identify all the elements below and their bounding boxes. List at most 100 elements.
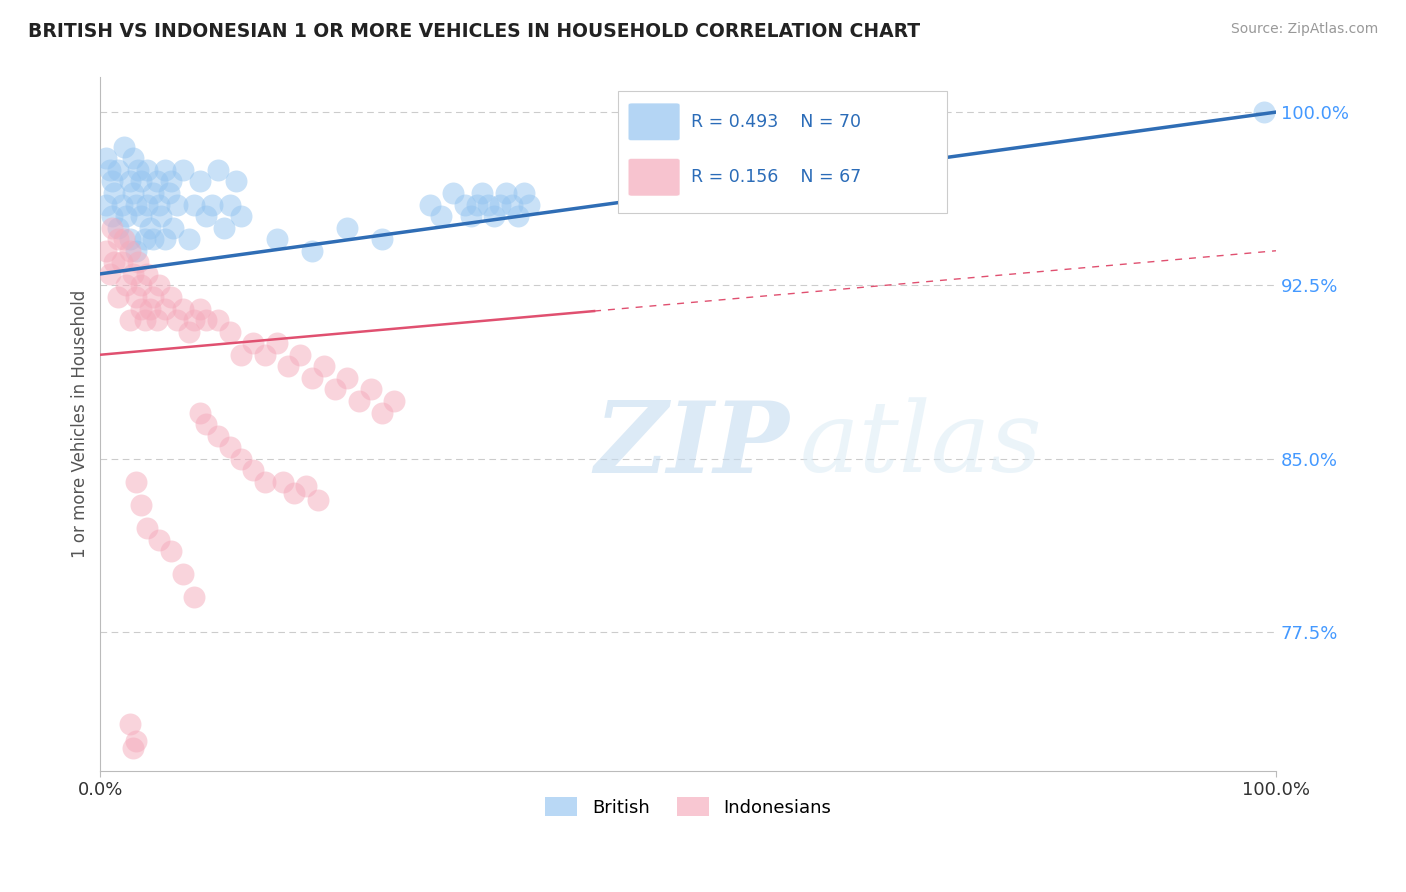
Point (131, 174, 153, 188)
Point (283, 486, 305, 500)
Point (172, 301, 194, 316)
Point (195, 417, 218, 431)
Point (325, 383, 347, 397)
Point (172, 567, 194, 582)
Point (183, 591, 205, 605)
Point (266, 232, 288, 246)
Point (148, 278, 170, 293)
Point (118, 244, 141, 258)
Point (131, 498, 153, 512)
Point (501, 197, 523, 211)
Point (360, 383, 382, 397)
Point (110, 255, 132, 269)
Point (142, 290, 165, 304)
Point (477, 197, 499, 211)
Point (188, 174, 211, 188)
Point (225, 174, 247, 188)
Point (166, 313, 188, 327)
Point (231, 451, 253, 466)
Point (131, 209, 153, 223)
Point (312, 359, 335, 374)
Point (160, 290, 183, 304)
Point (136, 521, 159, 535)
Point (136, 197, 159, 211)
Point (218, 325, 240, 339)
Text: atlas: atlas (800, 397, 1043, 492)
Point (122, 740, 145, 755)
Point (418, 197, 440, 211)
Point (134, 313, 156, 327)
Point (103, 255, 125, 269)
Point (124, 290, 146, 304)
Point (160, 544, 183, 558)
Point (201, 197, 224, 211)
Point (295, 479, 318, 493)
Point (134, 232, 156, 246)
Point (177, 232, 200, 246)
Point (253, 348, 276, 362)
Point (207, 313, 229, 327)
Point (347, 394, 370, 409)
Point (112, 140, 135, 154)
Text: BRITISH VS INDONESIAN 1 OR MORE VEHICLES IN HOUSEHOLD CORRELATION CHART: BRITISH VS INDONESIAN 1 OR MORE VEHICLES… (28, 22, 921, 41)
Point (122, 151, 145, 165)
Point (495, 186, 517, 200)
Point (136, 162, 159, 177)
Point (101, 174, 124, 188)
Point (207, 428, 229, 442)
Point (112, 232, 135, 246)
Point (96, 151, 118, 165)
Point (166, 197, 188, 211)
Point (107, 162, 129, 177)
Point (124, 475, 146, 489)
Point (430, 209, 453, 223)
Text: R = 0.156    N = 67: R = 0.156 N = 67 (690, 169, 860, 186)
Point (122, 267, 145, 281)
Point (371, 405, 394, 419)
Point (253, 475, 276, 489)
FancyBboxPatch shape (628, 159, 681, 196)
FancyBboxPatch shape (617, 91, 946, 212)
Point (183, 197, 205, 211)
Point (301, 371, 323, 385)
Point (512, 186, 534, 200)
Point (519, 197, 541, 211)
Point (460, 209, 482, 223)
Point (271, 475, 294, 489)
Point (336, 220, 359, 235)
Point (266, 336, 288, 351)
Point (115, 209, 138, 223)
Point (98, 162, 121, 177)
Point (172, 162, 194, 177)
Point (142, 232, 165, 246)
Point (96, 197, 118, 211)
Point (127, 162, 149, 177)
Point (124, 733, 146, 747)
Point (138, 220, 160, 235)
Point (115, 278, 138, 293)
Point (153, 301, 176, 316)
Point (107, 290, 129, 304)
Point (382, 394, 405, 409)
Point (489, 197, 512, 211)
Point (101, 209, 124, 223)
Point (1253, 105, 1275, 120)
Point (188, 301, 211, 316)
Point (465, 197, 488, 211)
Text: R = 0.493    N = 70: R = 0.493 N = 70 (690, 112, 860, 131)
Point (454, 197, 477, 211)
Point (231, 209, 253, 223)
Point (131, 301, 153, 316)
Legend: British, Indonesians: British, Indonesians (537, 790, 838, 824)
Point (136, 267, 159, 281)
Point (218, 440, 240, 454)
FancyBboxPatch shape (628, 103, 681, 141)
Point (150, 209, 173, 223)
Point (482, 209, 505, 223)
Point (183, 313, 205, 327)
Point (471, 186, 494, 200)
Point (157, 186, 180, 200)
Point (231, 348, 253, 362)
Text: Source: ZipAtlas.com: Source: ZipAtlas.com (1230, 22, 1378, 37)
Point (195, 209, 218, 223)
